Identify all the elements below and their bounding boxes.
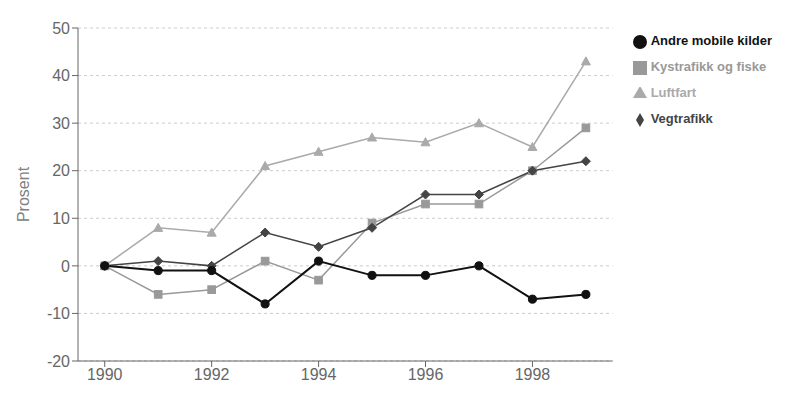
html-text:Kystrafikk og fiske: Kystrafikk og fiske (650, 59, 767, 74)
svg-text:1994: 1994 (301, 366, 337, 383)
svg-text:-20: -20 (47, 353, 70, 370)
svg-text:1998: 1998 (515, 366, 551, 383)
svg-text:-10: -10 (47, 305, 70, 322)
svg-text:50: 50 (52, 20, 70, 37)
svg-text:Prosent: Prosent (15, 166, 32, 222)
svg-text:1992: 1992 (194, 366, 230, 383)
html-text:Luftfart: Luftfart (650, 85, 697, 100)
svg-text:40: 40 (52, 67, 70, 84)
svg-text:0: 0 (61, 258, 70, 275)
svg-text:20: 20 (52, 162, 70, 179)
html-text:Andre mobile kilder: Andre mobile kilder (650, 33, 772, 48)
svg-text:10: 10 (52, 210, 70, 227)
svg-text:1996: 1996 (408, 366, 444, 383)
svg-text:30: 30 (52, 115, 70, 132)
html-text:Vegtrafikk: Vegtrafikk (650, 111, 713, 126)
svg-text:1990: 1990 (87, 366, 123, 383)
